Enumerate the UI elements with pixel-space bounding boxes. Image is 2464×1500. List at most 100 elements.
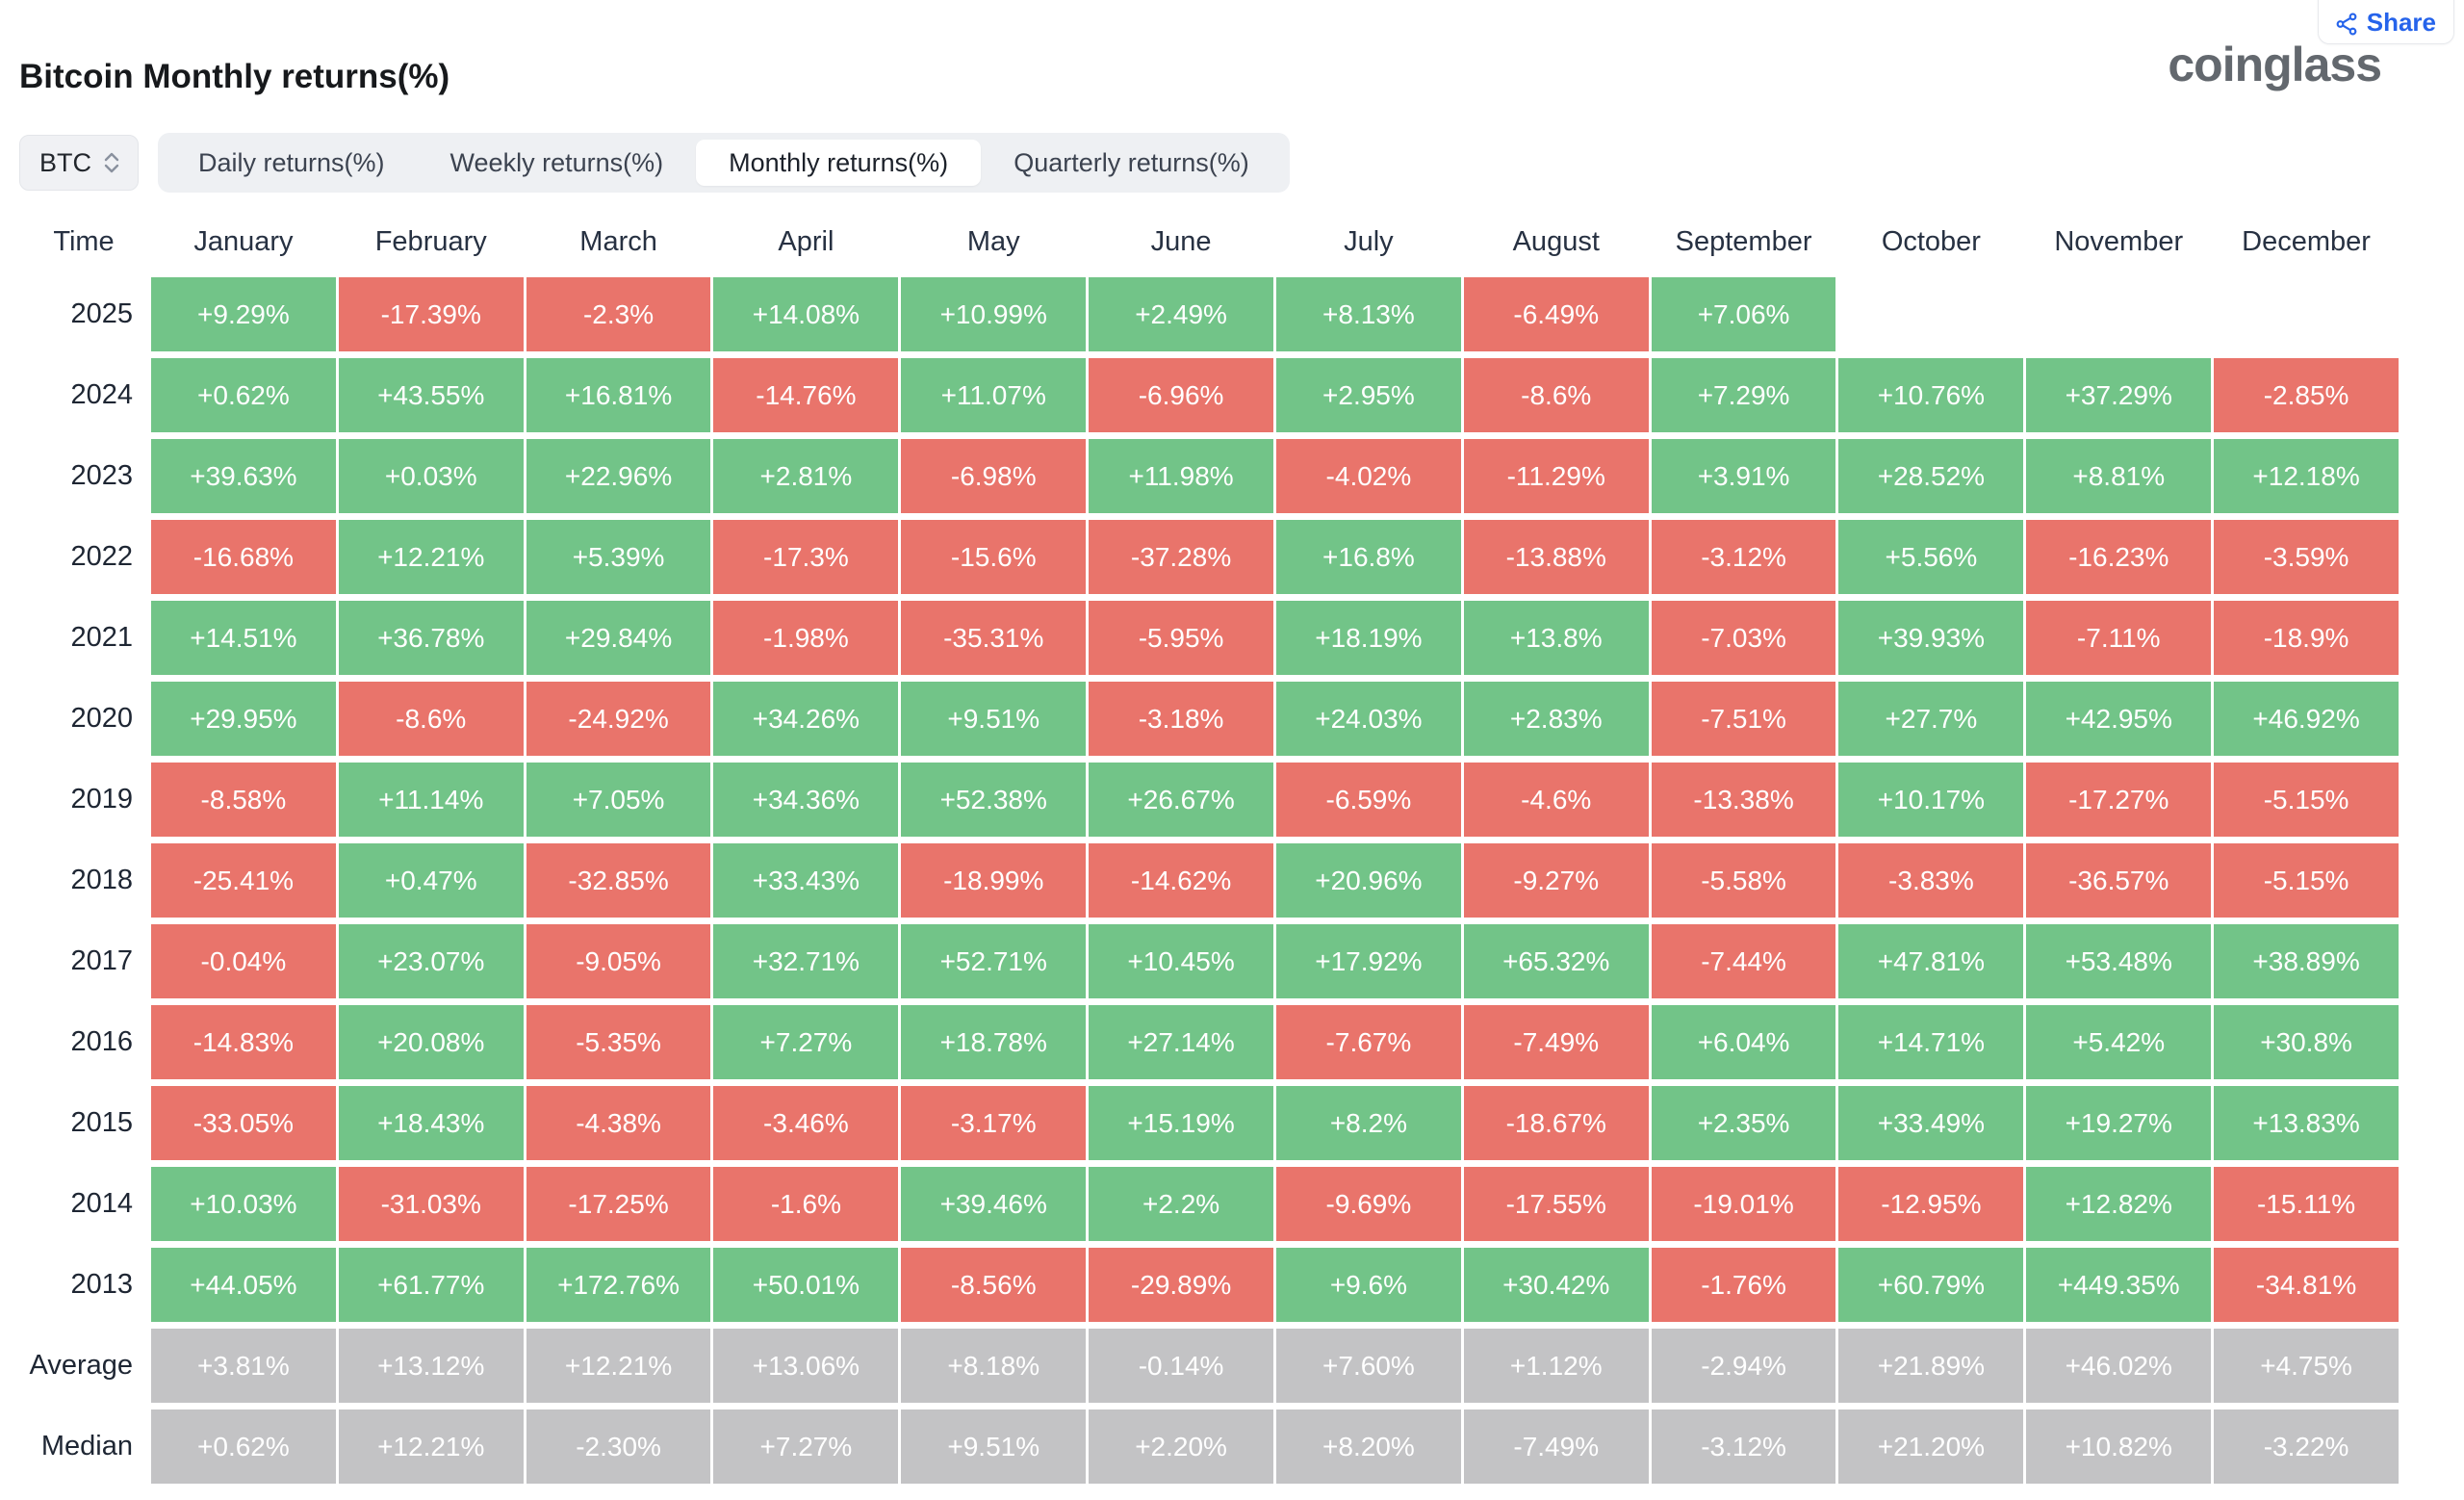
return-cell: +18.78% <box>901 1005 1087 1079</box>
return-cell: -5.15% <box>2214 763 2399 837</box>
return-cell: -24.92% <box>526 682 711 756</box>
return-cell: -5.58% <box>1651 843 1836 918</box>
return-cell: +21.20% <box>1838 1409 2024 1484</box>
return-cell: -8.6% <box>1463 358 1649 432</box>
return-cell: +2.83% <box>1463 682 1649 756</box>
return-cell: -3.17% <box>901 1086 1087 1160</box>
tab-daily-returns[interactable]: Daily returns(%) <box>198 147 385 177</box>
table-row: 2020 +29.95% -8.6% -24.92% +34.26% +9.51% -3.1… <box>19 682 2399 756</box>
return-cell: +20.96% <box>1275 843 1461 918</box>
return-cell: +0.62% <box>151 1409 336 1484</box>
return-cell: +1.12% <box>1463 1329 1649 1403</box>
return-cell: +28.52% <box>1838 439 2024 513</box>
return-cell: -14.76% <box>713 358 899 432</box>
row-label: 2020 <box>70 703 133 734</box>
return-cell: +172.76% <box>526 1248 711 1322</box>
return-cell: -2.30% <box>526 1409 711 1484</box>
page-title: Bitcoin Monthly returns(%) <box>19 58 450 95</box>
return-cell <box>2026 277 2211 351</box>
table-row: 2023 +39.63% +0.03% +22.96% +2.81% -6.98% +11.… <box>19 439 2399 513</box>
return-cell: -35.31% <box>901 601 1087 675</box>
return-cell: +13.83% <box>2214 1086 2399 1160</box>
return-cell: -17.25% <box>526 1167 711 1241</box>
row-label: 2013 <box>70 1269 133 1300</box>
return-cell: +42.95% <box>2026 682 2212 756</box>
return-cell: +26.67% <box>1089 763 1273 837</box>
table-row: 2024 +0.62% +43.55% +16.81% -14.76% +11.07% -6… <box>19 358 2399 432</box>
column-header-month: September <box>1675 225 1812 257</box>
return-cell <box>2214 277 2399 351</box>
returns-table: Time January February March April May June July… <box>19 218 2399 1484</box>
return-cell: +39.63% <box>151 439 336 513</box>
return-cell: -16.23% <box>2026 520 2212 594</box>
return-cell: -7.03% <box>1651 601 1836 675</box>
table-row: 2021 +14.51% +36.78% +29.84% -1.98% -35.31% -5… <box>19 601 2399 675</box>
return-cell: +7.27% <box>713 1005 899 1079</box>
symbol-select[interactable]: BTC <box>19 135 139 191</box>
return-cell: -14.83% <box>151 1005 336 1079</box>
return-cell: +12.21% <box>338 1409 524 1484</box>
row-label: 2019 <box>70 784 133 815</box>
return-cell: -15.11% <box>2214 1167 2399 1241</box>
return-cell: +23.07% <box>338 924 524 998</box>
column-header-month: May <box>966 225 1020 257</box>
return-cell: -4.6% <box>1463 763 1649 837</box>
return-cell: -1.6% <box>713 1167 899 1241</box>
return-cell: +8.81% <box>2026 439 2212 513</box>
return-cell: +39.46% <box>901 1167 1087 1241</box>
returns-tabbar: Daily returns(%) Weekly returns(%) Month… <box>158 133 1290 193</box>
return-cell: -7.44% <box>1651 924 1836 998</box>
return-cell: +9.6% <box>1275 1248 1461 1322</box>
return-cell: +10.03% <box>151 1167 336 1241</box>
tab-monthly-returns[interactable]: Monthly returns(%) <box>696 140 982 186</box>
return-cell: +9.29% <box>151 277 336 351</box>
return-cell: -7.67% <box>1275 1005 1461 1079</box>
return-cell: +8.13% <box>1275 277 1461 351</box>
return-cell: +22.96% <box>526 439 711 513</box>
return-cell: +13.12% <box>338 1329 524 1403</box>
return-cell: -25.41% <box>151 843 336 918</box>
return-cell: -1.76% <box>1651 1248 1836 1322</box>
return-cell: +19.27% <box>2026 1086 2212 1160</box>
return-cell: -3.18% <box>1089 682 1273 756</box>
return-cell: -29.89% <box>1089 1248 1273 1322</box>
column-header-month: March <box>579 225 657 257</box>
return-cell: +47.81% <box>1838 924 2024 998</box>
symbol-select-value: BTC <box>39 147 91 177</box>
return-cell: -37.28% <box>1089 520 1273 594</box>
return-cell: +14.51% <box>151 601 336 675</box>
return-cell: -13.88% <box>1463 520 1649 594</box>
return-cell: +60.79% <box>1838 1248 2024 1322</box>
return-cell: +11.07% <box>901 358 1087 432</box>
return-cell: +7.29% <box>1651 358 1836 432</box>
return-cell: +11.98% <box>1089 439 1273 513</box>
return-cell: +27.7% <box>1838 682 2024 756</box>
return-cell: -6.96% <box>1089 358 1273 432</box>
row-label: 2023 <box>70 460 133 491</box>
column-header-month: August <box>1512 225 1600 257</box>
return-cell: +12.18% <box>2214 439 2399 513</box>
return-cell: +7.06% <box>1651 277 1836 351</box>
return-cell: -5.95% <box>1089 601 1273 675</box>
return-cell: +2.20% <box>1089 1409 1273 1484</box>
return-cell: +30.42% <box>1463 1248 1649 1322</box>
column-header-month: June <box>1150 225 1212 257</box>
tab-weekly-returns[interactable]: Weekly returns(%) <box>449 147 664 177</box>
return-cell: +34.36% <box>713 763 899 837</box>
return-cell: +10.17% <box>1838 763 2024 837</box>
return-cell: -32.85% <box>526 843 711 918</box>
return-cell: -4.38% <box>526 1086 711 1160</box>
select-chevrons-icon <box>104 152 119 173</box>
table-row: Median +0.62% +12.21% -2.30% +7.27% +9.51% +2.… <box>19 1409 2399 1484</box>
tab-quarterly-returns[interactable]: Quarterly returns(%) <box>1014 147 1249 177</box>
return-cell: +8.2% <box>1275 1086 1461 1160</box>
return-cell: -33.05% <box>151 1086 336 1160</box>
return-cell: +12.82% <box>2026 1167 2212 1241</box>
return-cell: -9.05% <box>526 924 711 998</box>
return-cell: +3.81% <box>151 1329 336 1403</box>
row-label: 2017 <box>70 945 133 976</box>
share-button[interactable]: Share <box>2317 0 2454 44</box>
row-label: 2016 <box>70 1026 133 1057</box>
return-cell: -14.62% <box>1089 843 1273 918</box>
return-cell: -8.6% <box>338 682 524 756</box>
